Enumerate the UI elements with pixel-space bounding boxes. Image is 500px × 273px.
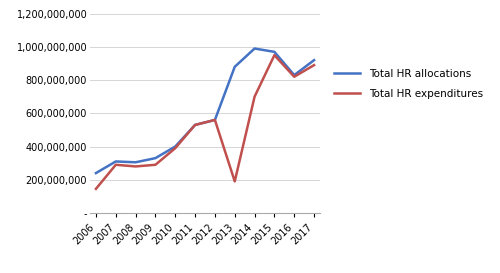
Total HR expenditures [291,75,297,78]
Total HR allocations [113,160,119,163]
Total HR expenditures [192,123,198,127]
Total HR expenditures [272,54,278,57]
Total HR allocations [232,65,237,69]
Total HR expenditures [113,163,119,167]
Total HR expenditures [212,118,218,121]
Total HR allocations [311,58,317,62]
Legend: Total HR allocations, Total HR expenditures: Total HR allocations, Total HR expenditu… [334,69,483,99]
Total HR expenditures [93,187,99,191]
Total HR allocations [152,156,158,160]
Total HR expenditures [172,147,178,150]
Total HR allocations [93,171,99,175]
Total HR allocations [252,47,258,50]
Total HR allocations [212,118,218,121]
Total HR allocations [132,161,138,164]
Line: Total HR expenditures: Total HR expenditures [96,55,314,189]
Total HR expenditures [152,163,158,167]
Total HR expenditures [132,165,138,168]
Total HR allocations [172,145,178,148]
Total HR expenditures [252,95,258,98]
Total HR expenditures [232,180,237,183]
Total HR allocations [291,73,297,77]
Total HR allocations [192,123,198,127]
Line: Total HR allocations: Total HR allocations [96,49,314,173]
Total HR expenditures [311,64,317,67]
Total HR allocations [272,50,278,54]
